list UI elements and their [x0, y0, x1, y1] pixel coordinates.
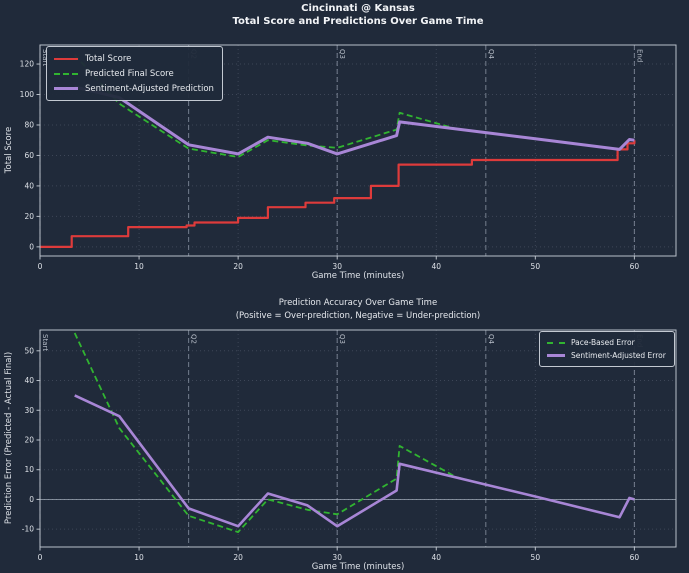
svg-text:60: 60	[24, 151, 34, 160]
svg-text:0: 0	[29, 242, 34, 251]
sentiment-prediction-line-sample-icon	[54, 87, 78, 90]
svg-text:0: 0	[29, 495, 34, 504]
bottom-chart-subtitle: (Positive = Over-prediction, Negative = …	[236, 311, 481, 321]
legend-item-sentiment-error: Sentiment-Adjusted Error	[547, 349, 666, 362]
top-chart-legend: Total Score Predicted Final Score Sentim…	[46, 46, 223, 101]
svg-text:30: 30	[332, 262, 342, 271]
svg-text:50: 50	[531, 262, 541, 271]
legend-label: Pace-Based Error	[571, 338, 635, 347]
top-chart-plot: StartQ2Q3Q4End01020304050600204060801001…	[20, 44, 677, 271]
sentiment-error-line-sample-icon	[547, 354, 565, 357]
svg-text:Start: Start	[41, 334, 49, 351]
svg-text:100: 100	[20, 90, 35, 99]
svg-text:50: 50	[24, 346, 34, 355]
top-chart-ylabel: Total Score	[4, 127, 14, 174]
legend-label: Total Score	[85, 53, 132, 64]
svg-text:30: 30	[332, 553, 342, 562]
svg-text:Start: Start	[41, 49, 49, 66]
legend-label: Sentiment-Adjusted Prediction	[85, 83, 214, 94]
svg-text:20: 20	[24, 212, 34, 221]
top-chart-xlabel: Game Time (minutes)	[312, 271, 405, 281]
svg-text:40: 40	[431, 553, 441, 562]
svg-text:20: 20	[24, 435, 34, 444]
svg-text:Q2: Q2	[190, 334, 198, 344]
svg-text:20: 20	[233, 262, 243, 271]
svg-text:20: 20	[233, 553, 243, 562]
svg-text:Q3: Q3	[338, 49, 346, 59]
figure-subtitle: Total Score and Predictions Over Game Ti…	[232, 16, 484, 27]
svg-text:End: End	[635, 49, 643, 62]
svg-text:50: 50	[531, 553, 541, 562]
svg-text:Q4: Q4	[487, 334, 495, 345]
svg-text:40: 40	[24, 181, 34, 190]
svg-text:80: 80	[24, 120, 34, 129]
bottom-chart-title: Prediction Accuracy Over Game Time	[279, 298, 437, 308]
svg-text:10: 10	[24, 465, 34, 474]
svg-text:10: 10	[134, 553, 144, 562]
bottom-chart-xlabel: Game Time (minutes)	[312, 562, 405, 572]
svg-text:30: 30	[24, 406, 34, 415]
legend-item-pace-error: Pace-Based Error	[547, 336, 666, 349]
bottom-chart-legend: Pace-Based Error Sentiment-Adjusted Erro…	[539, 331, 675, 367]
total-score-line-sample-icon	[54, 57, 78, 60]
svg-text:60: 60	[630, 262, 640, 271]
svg-text:Q4: Q4	[487, 49, 495, 60]
svg-text:0: 0	[38, 262, 43, 271]
svg-text:60: 60	[630, 553, 640, 562]
legend-label: Predicted Final Score	[85, 68, 174, 79]
legend-item-predicted-final: Predicted Final Score	[54, 66, 214, 81]
bottom-chart-ylabel: Prediction Error (Predicted - Actual Fin…	[4, 352, 14, 524]
predicted-final-line-sample-icon	[54, 72, 78, 75]
svg-text:-10: -10	[22, 525, 34, 534]
svg-text:0: 0	[38, 553, 43, 562]
figure-title: Cincinnati @ Kansas	[301, 3, 415, 14]
legend-item-total-score: Total Score	[54, 51, 214, 66]
svg-text:10: 10	[134, 262, 144, 271]
legend-item-sentiment-prediction: Sentiment-Adjusted Prediction	[54, 81, 214, 96]
svg-text:40: 40	[431, 262, 441, 271]
pace-error-line-sample-icon	[547, 341, 565, 344]
bottom-chart-plot: StartQ2Q3Q4End0102030405060-100102030405…	[22, 329, 677, 562]
svg-text:40: 40	[24, 376, 34, 385]
legend-label: Sentiment-Adjusted Error	[571, 351, 666, 360]
svg-text:Q3: Q3	[338, 334, 346, 344]
svg-text:120: 120	[20, 60, 35, 69]
